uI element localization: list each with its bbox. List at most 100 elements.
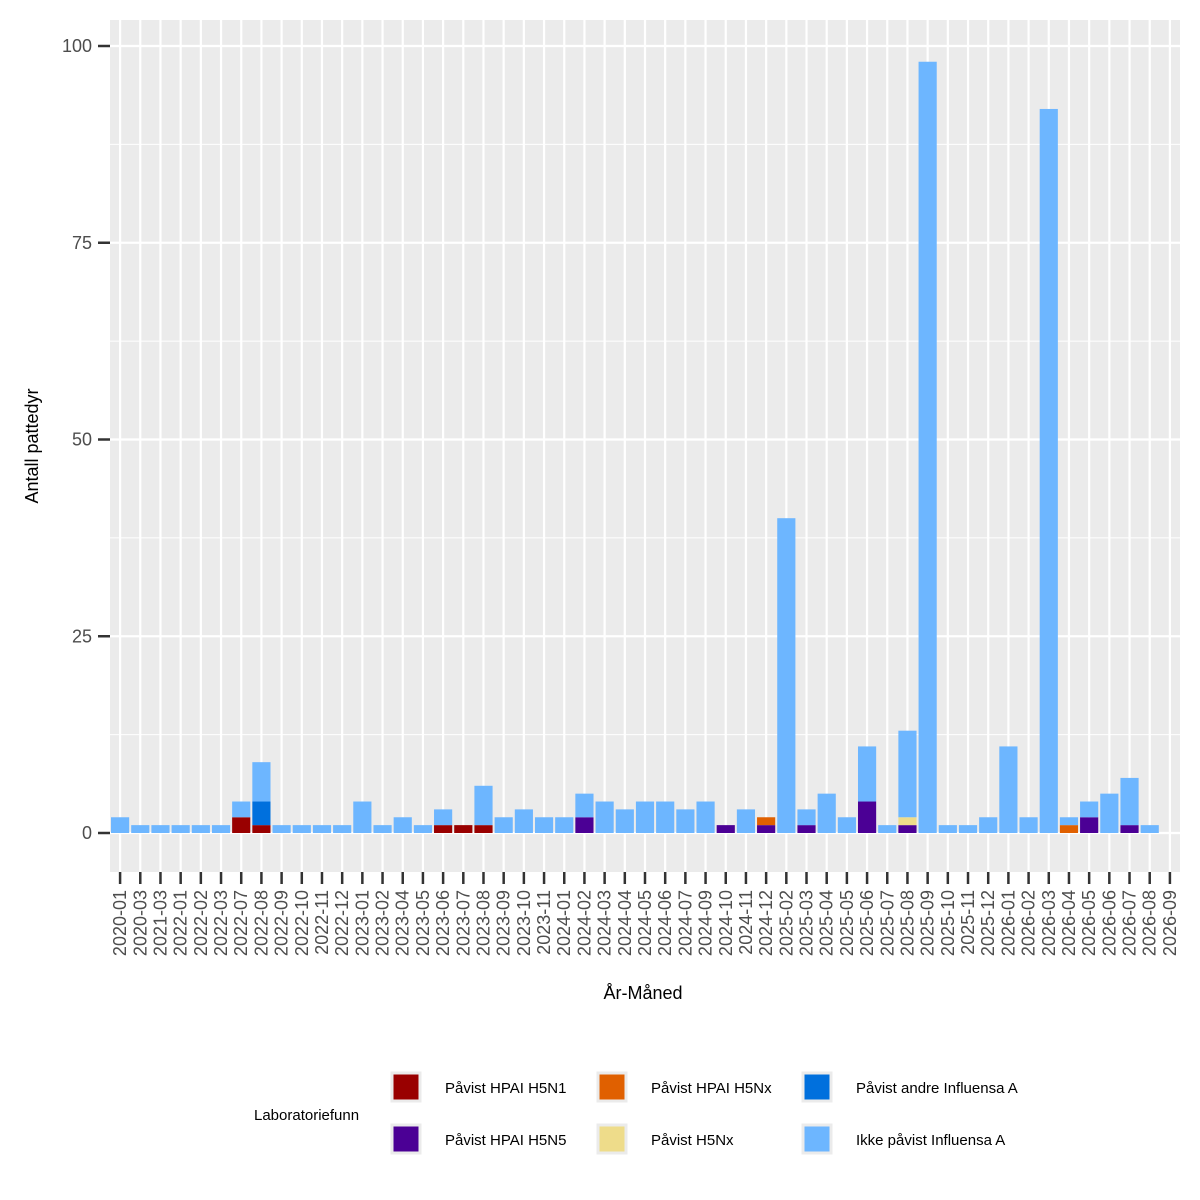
bar-segment xyxy=(1080,817,1099,833)
x-tick-label: 2024-10 xyxy=(716,890,736,956)
bar-segment xyxy=(898,825,917,833)
bar-segment xyxy=(292,825,311,833)
legend-key xyxy=(390,1123,422,1155)
y-tick-label: 50 xyxy=(72,430,92,450)
bar-segment xyxy=(736,809,756,833)
x-tick-label: 2023-10 xyxy=(514,890,534,956)
x-tick-label: 2023-02 xyxy=(373,890,393,956)
legend: Laboratoriefunn Påvist HPAI H5N1 Påvist H… xyxy=(254,1071,1018,1155)
bar-segment xyxy=(252,801,271,826)
bar-segment xyxy=(151,825,170,833)
bar-segment xyxy=(454,825,473,833)
bar-segment xyxy=(353,801,372,833)
bar-segment xyxy=(111,817,130,833)
x-tick-label: 2023-01 xyxy=(352,890,372,956)
x-tick-label: 2022-08 xyxy=(251,890,271,956)
x-tick-label: 2026-04 xyxy=(1059,890,1079,956)
bar-segment xyxy=(857,801,877,833)
x-tick-label: 2023-07 xyxy=(453,890,473,956)
legend-key xyxy=(390,1071,422,1103)
bar-segment xyxy=(979,817,998,833)
x-tick-label: 2025-12 xyxy=(978,890,998,956)
legend-key xyxy=(596,1071,628,1103)
bar-segment xyxy=(938,825,957,833)
x-tick-label: 2025-07 xyxy=(877,890,897,956)
y-axis-title: Antall pattedyr xyxy=(22,388,42,503)
x-tick-label: 2022-11 xyxy=(312,890,332,955)
legend-label: Påvist HPAI H5Nx xyxy=(651,1080,772,1097)
y-tick-label: 75 xyxy=(72,233,92,253)
x-axis-title: År-Måned xyxy=(603,983,682,1003)
x-tick-label: 2023-06 xyxy=(433,890,453,956)
bar-segment xyxy=(373,825,392,833)
legend-key xyxy=(596,1123,628,1155)
legend-label: Ikke påvist Influensa A xyxy=(856,1132,1005,1149)
x-tick-label: 2020-01 xyxy=(110,890,130,956)
x-tick-label: 2025-03 xyxy=(797,890,817,956)
bar-segment xyxy=(1039,108,1058,833)
x-tick-label: 2022-07 xyxy=(231,890,251,956)
legend-key xyxy=(801,1123,833,1155)
x-tick-label: 2024-09 xyxy=(696,890,716,956)
x-tick-label: 2024-11 xyxy=(736,890,756,955)
bar-segment xyxy=(1059,817,1079,826)
x-tick-label: 2024-04 xyxy=(615,890,635,956)
x-tick-label: 2022-12 xyxy=(332,890,352,956)
bar-segment xyxy=(171,825,190,833)
x-tick-label: 2023-11 xyxy=(534,890,554,955)
bar-segment xyxy=(494,817,513,833)
bar-segment xyxy=(1120,825,1139,833)
x-tick-label: 2025-11 xyxy=(958,890,978,955)
x-tick-label: 2020-03 xyxy=(130,890,150,956)
x-tick-label: 2024-12 xyxy=(756,890,776,956)
bar-segment xyxy=(696,801,715,833)
bar-segment xyxy=(1059,825,1079,833)
bar-segment xyxy=(757,817,776,826)
bar-segment xyxy=(434,809,453,826)
x-tick-label: 2026-09 xyxy=(1160,890,1180,956)
bar-segment xyxy=(656,801,675,833)
x-tick-label: 2026-03 xyxy=(1039,890,1059,956)
bar-segment xyxy=(393,817,412,833)
bar-segment xyxy=(635,801,655,833)
bar-segment xyxy=(575,817,594,833)
y-tick-label: 0 xyxy=(82,823,92,843)
legend-key xyxy=(801,1071,833,1103)
bars xyxy=(111,61,1159,834)
y-axis: 0 25 50 75 100 xyxy=(62,36,110,843)
x-tick-label: 2026-02 xyxy=(1019,890,1039,956)
bar-segment xyxy=(999,746,1018,833)
bar-segment xyxy=(777,518,796,833)
bar-segment xyxy=(232,801,251,818)
bar-segment xyxy=(252,762,271,802)
bar-segment xyxy=(1019,817,1038,833)
legend-label: Påvist HPAI H5N5 xyxy=(445,1132,566,1149)
bar-segment xyxy=(312,825,332,833)
bar-segment xyxy=(857,746,877,802)
bar-segment xyxy=(575,793,594,818)
grid-major xyxy=(110,20,1180,872)
bar-segment xyxy=(958,825,978,833)
bar-segment xyxy=(878,825,897,833)
bar-segment xyxy=(333,825,352,833)
x-tick-label: 2026-06 xyxy=(1099,890,1119,956)
bar-segment xyxy=(474,785,493,826)
x-tick-label: 2025-10 xyxy=(938,890,958,956)
bar-segment xyxy=(837,817,856,833)
bar-segment xyxy=(797,809,816,826)
x-tick-label: 2023-05 xyxy=(413,890,433,956)
bar-segment xyxy=(252,825,271,833)
x-tick-label: 2025-02 xyxy=(776,890,796,956)
x-tick-label: 2023-04 xyxy=(393,890,413,956)
bar-segment xyxy=(918,61,937,834)
bar-segment xyxy=(1120,777,1139,826)
x-tick-label: 2024-06 xyxy=(655,890,675,956)
x-tick-label: 2026-05 xyxy=(1079,890,1099,956)
x-tick-label: 2023-08 xyxy=(473,890,493,956)
legend-title: Laboratoriefunn xyxy=(254,1107,359,1124)
x-tick-label: 2024-05 xyxy=(635,890,655,956)
x-tick-label: 2023-09 xyxy=(494,890,514,956)
bar-segment xyxy=(474,825,493,833)
x-tick-label: 2025-06 xyxy=(857,890,877,956)
bar-segment xyxy=(514,809,533,833)
